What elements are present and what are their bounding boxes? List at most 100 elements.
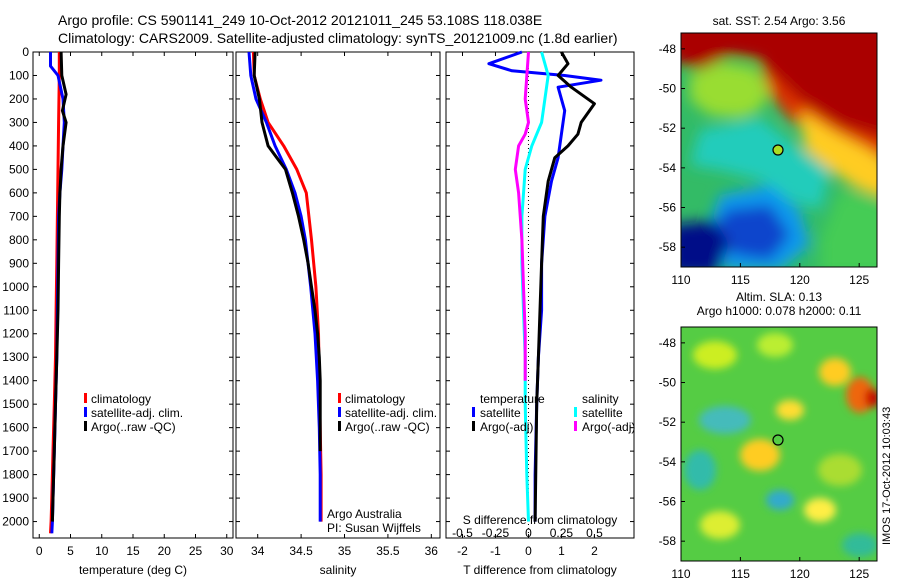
- map-y-tick-label: -58: [659, 534, 677, 548]
- x-top-tick-label: -0.5: [452, 526, 473, 540]
- sla-map: [681, 327, 877, 561]
- map-x-tick-label: 120: [790, 567, 810, 580]
- legend-label-satellite: satellite-adj. clim.: [345, 406, 437, 420]
- map-x-tick-label: 115: [731, 567, 750, 580]
- x-tick-label: -2: [457, 544, 468, 558]
- legend-swatch-climatology: [84, 393, 87, 403]
- figure-title-line1: Argo profile: CS 5901141_249 10-Oct-2012…: [58, 12, 542, 28]
- sst-map-axes: 110 115 120 125 -48 -50 -52 -54 -56 -58: [659, 42, 870, 287]
- series-line: [533, 51, 596, 522]
- map-x-tick-label: 110: [671, 273, 690, 287]
- legend-label-s-satellite: satellite: [582, 406, 623, 420]
- x-tick-label: 0: [36, 544, 43, 558]
- x-tick-label: 15: [126, 544, 140, 558]
- y-tick-label: 200: [9, 92, 29, 106]
- legend-label-s-argo: Argo(-adj): [582, 420, 635, 434]
- y-tick-label: 1000: [2, 280, 29, 294]
- map-x-tick-label: 110: [671, 567, 690, 580]
- sst-map: [681, 33, 877, 267]
- legend-label-satellite: satellite-adj. clim.: [91, 406, 183, 420]
- map-y-tick-label: -50: [659, 376, 677, 390]
- legend-label-argo: Argo(..raw -QC): [345, 420, 430, 434]
- map-y-tick-label: -52: [659, 415, 677, 429]
- x-tick-label: 5: [67, 544, 74, 558]
- sla-map-frame: [680, 326, 878, 562]
- sla-map-title-line1: Altim. SLA: 0.13: [736, 290, 822, 304]
- x-tick-label: -1: [490, 544, 501, 558]
- x-axis-label-top: S difference from climatology: [463, 513, 618, 527]
- x-tick-label: 30: [220, 544, 234, 558]
- salinity-legend: climatology satellite-adj. clim. Argo(..…: [338, 392, 437, 434]
- x-top-tick-label: 0: [525, 526, 532, 540]
- map-y-tick-label: -58: [659, 240, 677, 254]
- series-line: [513, 51, 530, 381]
- series-line: [520, 51, 550, 522]
- y-tick-label: 1700: [2, 444, 29, 458]
- legend-swatch-t-argo: [472, 421, 475, 431]
- sla-map-title-line2: Argo h1000: 0.078 h2000: 0.11: [697, 304, 862, 318]
- difference-legend: temperature salinity satellite Argo(-adj…: [472, 392, 635, 434]
- y-tick-label: 100: [9, 68, 29, 82]
- y-tick-label: 1400: [2, 374, 29, 388]
- map-x-tick-label: 125: [849, 273, 869, 287]
- legend-header-temperature: temperature: [480, 392, 545, 406]
- x-tick-label: 35.5: [376, 544, 400, 558]
- y-tick-label: 500: [9, 162, 29, 176]
- series-line: [252, 51, 322, 452]
- map-y-tick-label: -48: [659, 42, 677, 56]
- x-axis-label: T difference from climatology: [463, 563, 617, 577]
- y-tick-label: 1500: [2, 397, 29, 411]
- y-tick-label: 700: [9, 209, 29, 223]
- map-y-tick-label: -54: [659, 161, 677, 175]
- x-tick-label: 25: [189, 544, 203, 558]
- argo-position-marker: [772, 144, 784, 156]
- legend-swatch-s-argo: [574, 421, 577, 431]
- y-tick-label: 600: [9, 186, 29, 200]
- temperature-profile-plot: 0100200300400500600700800900100011001200…: [2, 45, 233, 577]
- legend-label-t-satellite: satellite: [480, 406, 521, 420]
- map-y-tick-label: -50: [659, 82, 677, 96]
- map-y-tick-label: -54: [659, 455, 677, 469]
- legend-swatch-argo: [84, 421, 87, 431]
- x-tick-label: 36: [425, 544, 439, 558]
- sst-map-title: sat. SST: 2.54 Argo: 3.56: [713, 14, 846, 28]
- temperature-legend: climatology satellite-adj. clim. Argo(..…: [84, 392, 183, 434]
- y-tick-label: 1100: [3, 303, 29, 317]
- map-x-tick-label: 115: [731, 273, 750, 287]
- y-tick-label: 1800: [2, 468, 29, 482]
- map-y-tick-label: -56: [659, 495, 677, 509]
- x-axis-label: temperature (deg C): [79, 563, 187, 577]
- pi-note-line2: PI: Susan Wijffels: [327, 521, 421, 535]
- legend-label-t-argo: Argo(-adj): [480, 420, 533, 434]
- legend-swatch-argo: [338, 421, 341, 431]
- y-tick-label: 300: [9, 115, 29, 129]
- x-tick-label: 20: [158, 544, 172, 558]
- x-tick-label: 35: [338, 544, 352, 558]
- y-tick-label: 0: [22, 45, 29, 59]
- x-tick-label: 34.5: [289, 544, 313, 558]
- x-tick-label: 34: [251, 544, 265, 558]
- map-y-tick-label: -52: [659, 121, 677, 135]
- imos-timestamp: IMOS 17-Oct-2012 10:03:43: [881, 407, 893, 545]
- argo-position-marker: [772, 434, 784, 446]
- x-tick-label: 0: [525, 544, 532, 558]
- legend-label-climatology: climatology: [91, 392, 151, 406]
- x-tick-label: 1: [558, 544, 565, 558]
- map-y-tick-label: -48: [659, 336, 677, 350]
- y-tick-label: 1300: [2, 350, 29, 364]
- figure-title-line2: Climatology: CARS2009. Satellite-adjuste…: [58, 30, 618, 46]
- x-top-tick-label: 0.5: [586, 526, 603, 540]
- pi-note-line1: Argo Australia: [327, 507, 402, 521]
- y-tick-label: 400: [9, 139, 29, 153]
- legend-swatch-satellite: [84, 407, 87, 417]
- y-tick-label: 1200: [2, 327, 29, 341]
- legend-swatch-climatology: [338, 393, 341, 403]
- y-tick-label: 800: [9, 233, 29, 247]
- plot-frame: [32, 51, 234, 539]
- sla-map-axes: 110 115 120 125 -48 -50 -52 -54 -56 -58: [659, 336, 870, 580]
- legend-header-salinity: salinity: [582, 392, 619, 406]
- map-x-tick-label: 120: [790, 273, 810, 287]
- y-tick-label: 1600: [2, 421, 29, 435]
- y-tick-label: 900: [9, 256, 29, 270]
